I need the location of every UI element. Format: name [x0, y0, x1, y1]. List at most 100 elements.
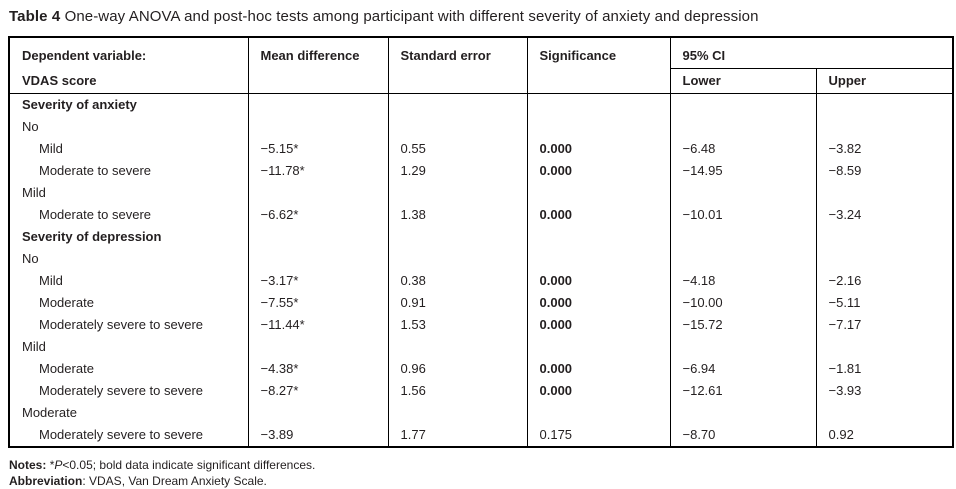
row-label: Mild	[8, 182, 249, 204]
table-row: No	[8, 248, 954, 270]
mean-difference-cell: −3.17*	[247, 270, 389, 292]
row-label: No	[8, 248, 249, 270]
row-label: Moderate	[8, 358, 249, 380]
table-row: Mild	[8, 336, 954, 358]
table-row: Severity of depression	[8, 226, 954, 248]
significance-cell: 0.000	[526, 204, 671, 226]
mean-difference-cell: −11.78*	[247, 160, 389, 182]
table-number: Table 4	[9, 8, 61, 25]
header-dependent-variable-line2: VDAS score	[22, 73, 97, 88]
ci-lower-cell: −4.18	[669, 270, 817, 292]
ci-upper-cell: −8.59	[815, 160, 954, 182]
header-dependent-variable: Dependent variable: VDAS score	[8, 37, 249, 94]
standard-error-cell: 1.29	[387, 160, 528, 182]
mean-difference-cell: −7.55*	[247, 292, 389, 314]
ci-upper-cell: −2.16	[815, 270, 954, 292]
table-row: No	[8, 116, 954, 138]
header-ci: 95% CI	[669, 37, 954, 69]
row-label: Moderate	[8, 402, 249, 424]
standard-error-cell: 0.96	[387, 358, 528, 380]
standard-error-cell: 1.56	[387, 380, 528, 402]
ci-lower-cell	[669, 248, 817, 270]
ci-lower-cell	[669, 116, 817, 138]
table-row: Moderately severe to severe −11.44* 1.53 0.…	[8, 314, 954, 336]
standard-error-cell	[387, 226, 528, 248]
table-row: Severity of anxiety	[8, 93, 954, 116]
mean-difference-cell: −5.15*	[247, 138, 389, 160]
ci-upper-cell: −3.82	[815, 138, 954, 160]
mean-difference-cell: −6.62*	[247, 204, 389, 226]
table-row: Moderately severe to severe −3.89 1.77 0.17…	[8, 424, 954, 447]
header-ci-lower: Lower	[669, 68, 817, 94]
ci-lower-cell: −14.95	[669, 160, 817, 182]
ci-upper-cell: −7.17	[815, 314, 954, 336]
table-row: Moderate −4.38* 0.96 0.000 −6.94 −1.81	[8, 358, 954, 380]
standard-error-cell	[387, 116, 528, 138]
ci-upper-cell	[815, 182, 954, 204]
notes-line: Notes: *P<0.05; bold data indicate signi…	[9, 457, 952, 473]
ci-upper-cell: −3.24	[815, 204, 954, 226]
abbreviation-line: Abbreviation: VDAS, Van Dream Anxiety Sc…	[9, 473, 952, 489]
header-ci-upper: Upper	[815, 68, 954, 94]
significance-cell: 0.175	[526, 424, 671, 447]
notes-p: P	[54, 458, 63, 472]
header-row-2: Lower Upper	[9, 68, 954, 94]
significance-cell: 0.000	[526, 160, 671, 182]
significance-cell	[526, 402, 671, 424]
significance-cell	[526, 336, 671, 358]
mean-difference-cell	[247, 116, 389, 138]
ci-lower-cell: −15.72	[669, 314, 817, 336]
significance-cell	[526, 248, 671, 270]
standard-error-cell	[387, 402, 528, 424]
mean-difference-cell	[247, 336, 389, 358]
mean-difference-cell: −11.44*	[247, 314, 389, 336]
ci-upper-cell	[815, 248, 954, 270]
row-label: Mild	[8, 270, 249, 292]
standard-error-cell: 0.91	[387, 292, 528, 314]
row-label: Moderate to severe	[8, 204, 249, 226]
standard-error-cell: 1.38	[387, 204, 528, 226]
significance-cell	[526, 226, 671, 248]
ci-lower-cell	[669, 93, 817, 116]
notes-label: Notes:	[9, 458, 47, 472]
row-label: Severity of anxiety	[8, 93, 249, 116]
mean-difference-cell: −8.27*	[247, 380, 389, 402]
header-row-1: Dependent variable: VDAS score Mean diff…	[8, 37, 954, 94]
anova-table: Dependent variable: VDAS score Mean diff…	[8, 36, 955, 448]
standard-error-cell: 0.55	[387, 138, 528, 160]
ci-lower-cell: −6.94	[669, 358, 817, 380]
mean-difference-cell	[247, 93, 389, 116]
ci-upper-cell	[815, 336, 954, 358]
significance-cell: 0.000	[526, 380, 671, 402]
row-label: Moderate to severe	[8, 160, 249, 182]
table-row: Moderate −7.55* 0.91 0.000 −10.00 −5.11	[8, 292, 954, 314]
mean-difference-cell	[247, 226, 389, 248]
table-row: Mild −5.15* 0.55 0.000 −6.48 −3.82	[8, 138, 954, 160]
mean-difference-cell	[247, 402, 389, 424]
significance-cell	[526, 93, 671, 116]
table-row: Mild	[8, 182, 954, 204]
significance-cell: 0.000	[526, 270, 671, 292]
notes-text: <0.05; bold data indicate significant di…	[62, 458, 316, 472]
significance-cell: 0.000	[526, 138, 671, 160]
ci-lower-cell: −6.48	[669, 138, 817, 160]
standard-error-cell	[387, 182, 528, 204]
standard-error-cell: 1.77	[387, 424, 528, 447]
table-caption-text: One-way ANOVA and post-hoc tests among p…	[64, 8, 759, 25]
ci-upper-cell: −5.11	[815, 292, 954, 314]
row-label: Severity of depression	[8, 226, 249, 248]
header-dependent-variable-line1: Dependent variable:	[22, 48, 147, 63]
ci-upper-cell: −1.81	[815, 358, 954, 380]
ci-upper-cell	[815, 93, 954, 116]
standard-error-cell: 1.53	[387, 314, 528, 336]
mean-difference-cell: −3.89	[247, 424, 389, 447]
table-caption: Table 4 One-way ANOVA and post-hoc tests…	[9, 7, 952, 27]
ci-lower-cell: −8.70	[669, 424, 817, 447]
header-significance: Significance	[526, 37, 671, 94]
row-label: Mild	[8, 336, 249, 358]
table-row: Moderate to severe −11.78* 1.29 0.000 −14.95…	[8, 160, 954, 182]
ci-lower-cell	[669, 182, 817, 204]
ci-lower-cell	[669, 402, 817, 424]
mean-difference-cell: −4.38*	[247, 358, 389, 380]
